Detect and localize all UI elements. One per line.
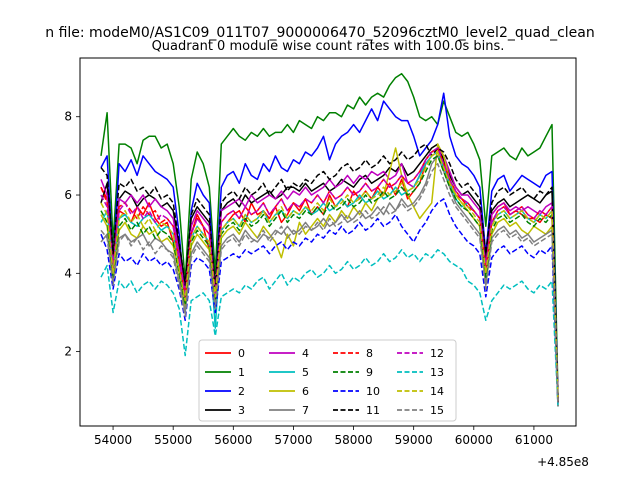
y-tick-label: 2: [64, 345, 72, 359]
legend-label-6: 6: [302, 385, 309, 398]
plot-frame: [79, 57, 577, 427]
legend-label-12: 12: [430, 347, 444, 360]
x-tick-label: 55000: [154, 433, 192, 447]
legend-label-15: 15: [430, 404, 444, 417]
legend-label-5: 5: [302, 366, 309, 379]
legend-label-13: 13: [430, 366, 444, 379]
legend-label-4: 4: [302, 347, 309, 360]
legend-label-11: 11: [366, 404, 380, 417]
legend-label-7: 7: [302, 404, 309, 417]
x-tick-label: 56000: [214, 433, 252, 447]
plot-axes: 54000 55000 56000 57000 58000 59000 60000 61000…: [64, 110, 553, 447]
legend-label-9: 9: [366, 366, 373, 379]
y-tick-label: 6: [64, 188, 72, 202]
series-line-13: [100, 249, 559, 407]
legend-label-8: 8: [366, 347, 373, 360]
series-line-1: [100, 72, 559, 395]
y-tick-label: 4: [64, 266, 72, 280]
chart-title: Quadrant 0 module wise count rates with …: [152, 39, 505, 54]
figure-suptitle: n file: modeM0/AS1C09_011T07_9000006470_…: [45, 25, 594, 41]
series-lines: [100, 72, 559, 407]
series-line-14: [100, 151, 559, 403]
legend-label-0: 0: [238, 347, 245, 360]
x-tick-label: 57000: [274, 433, 312, 447]
series-line-15: [100, 162, 559, 407]
y-tick-label: 8: [64, 110, 72, 124]
x-tick-label: 59000: [395, 433, 433, 447]
x-tick-label: 60000: [455, 433, 493, 447]
legend-label-14: 14: [430, 385, 444, 398]
series-line-10: [100, 198, 559, 407]
series-line-11: [100, 143, 559, 403]
x-tick-label: 54000: [94, 433, 132, 447]
legend-box: [198, 339, 457, 422]
legend-label-1: 1: [238, 366, 245, 379]
x-tick-label: 61000: [515, 433, 553, 447]
legend-label-2: 2: [238, 385, 245, 398]
x-offset-text: +4.85e8: [537, 455, 589, 469]
series-line-2: [100, 92, 559, 403]
legend-label-10: 10: [366, 385, 380, 398]
x-tick-label: 58000: [334, 433, 372, 447]
legend-label-3: 3: [238, 404, 245, 417]
